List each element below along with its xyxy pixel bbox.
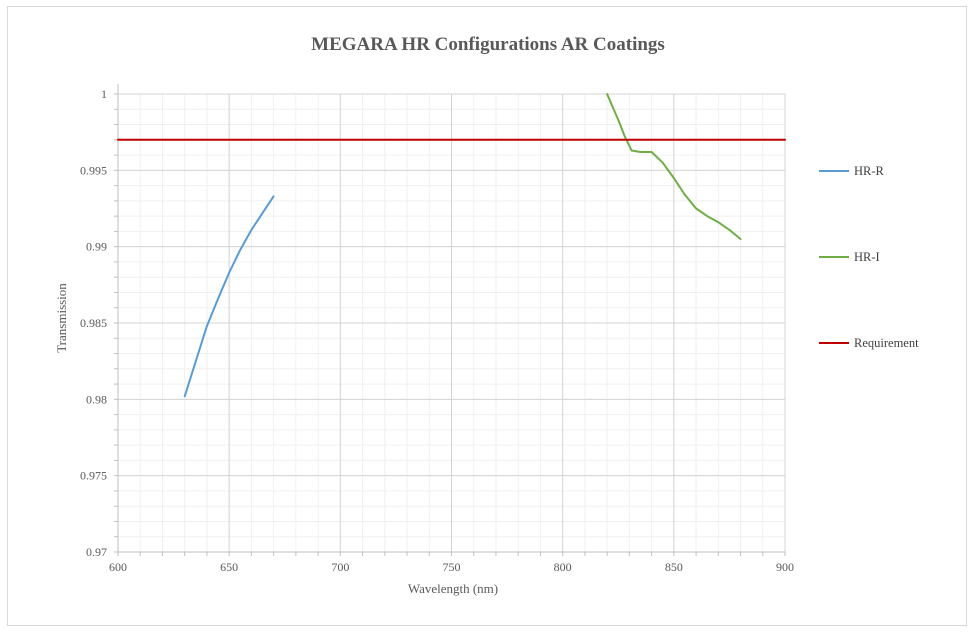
grid [117, 93, 786, 553]
series-group [117, 93, 786, 398]
y-tick-label: 0.985 [80, 316, 107, 330]
y-axis-label: Transmission [54, 283, 69, 353]
y-tick-label: 0.995 [80, 163, 107, 177]
x-tick-label: 900 [776, 560, 794, 574]
chart-canvas: MEGARA HR Configurations AR Coatings 600… [54, 34, 919, 596]
legend-label: Requirement [854, 336, 919, 350]
chart-frame: MEGARA HR Configurations AR Coatings 600… [7, 6, 967, 626]
y-tick-label: 0.97 [86, 545, 107, 559]
y-tick-label: 0.99 [86, 240, 107, 254]
legend: HR-R HR-I Requirement [819, 164, 919, 350]
x-tick-label: 700 [331, 560, 349, 574]
y-tick-label: 0.98 [86, 392, 107, 406]
chart-title: MEGARA HR Configurations AR Coatings [311, 34, 665, 55]
y-tick-label: 1 [101, 87, 107, 101]
x-tick-label: 750 [443, 560, 461, 574]
legend-label: HR-I [854, 250, 880, 264]
axes: 600 650 700 750 800 850 900 0.97 0.975 0.98 0.985 0… [80, 84, 794, 574]
y-tick-label: 0.975 [80, 469, 107, 483]
legend-label: HR-R [854, 164, 885, 178]
x-tick-label: 850 [665, 560, 683, 574]
series-line-hr-r [183, 195, 275, 398]
x-axis-label: Wavelength (nm) [408, 581, 498, 596]
x-tick-label: 800 [554, 560, 572, 574]
x-tick-label: 600 [109, 560, 127, 574]
x-tick-label: 650 [220, 560, 238, 574]
